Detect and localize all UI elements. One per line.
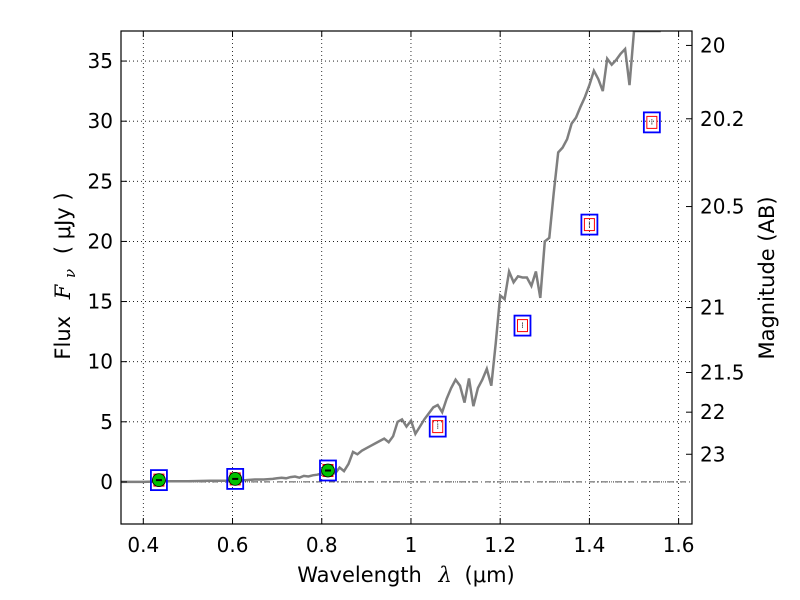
x-tick-label: 1 <box>405 533 418 557</box>
y2-tick-label: 22 <box>700 400 725 424</box>
x-axis-title-text: Wavelength <box>297 563 422 587</box>
y2-tick-label: 21 <box>700 296 725 320</box>
y-tick-label: 30 <box>88 109 113 133</box>
y2-tick-label: 21.5 <box>700 360 745 384</box>
x-tick-label: 1.6 <box>663 533 695 557</box>
model-photometry-inner <box>646 115 658 129</box>
y-tick-label: 15 <box>88 290 113 314</box>
model-photometry-inner <box>432 420 444 434</box>
model-photometry-outer <box>580 213 599 236</box>
y2-tick-label: 20 <box>700 33 725 57</box>
model-photometry-inner <box>583 218 595 232</box>
y-tick-label: 0 <box>100 470 113 494</box>
x-tick-label: 0.4 <box>127 533 159 557</box>
y-axis-subscript: ν <box>61 269 79 278</box>
model-photometry-outer <box>150 469 168 492</box>
y-tick-label: 35 <box>88 49 113 73</box>
y2-tick-label: 20.5 <box>700 195 745 219</box>
model-photometry-outer <box>642 111 661 134</box>
x-tick-label: 0.8 <box>306 533 338 557</box>
x-tick-label: 1.4 <box>573 533 605 557</box>
y2-tick-label: 23 <box>700 442 725 466</box>
y-tick-label: 25 <box>88 169 113 193</box>
y-axis-title: Flux F ν ( μJy ) <box>51 192 80 359</box>
y-axis-title-text: Flux <box>51 316 75 360</box>
model-photometry-outer <box>319 459 337 482</box>
tick-labels-layer: 0.4 0.6 0.8 1 1.2 1.4 1.6 0 5 10 15 20 25 30 35 20 20.2 2… <box>88 33 745 557</box>
model-photometry-outer <box>513 314 532 337</box>
y2-axis-title: Magnitude (AB) <box>755 196 779 359</box>
x-axis-title: Wavelength λ (μm) <box>297 563 514 587</box>
y-tick-label: 5 <box>100 410 113 434</box>
y-axis-unit: ( μJy ) <box>51 192 75 254</box>
x-tick-label: 0.6 <box>217 533 249 557</box>
x-tick-label: 1.2 <box>484 533 516 557</box>
spectrum-line <box>121 31 661 484</box>
x-axis-unit: (μm) <box>465 563 515 587</box>
y-tick-label: 20 <box>88 229 113 253</box>
y2-tick-label: 20.2 <box>700 107 745 131</box>
plot-layer <box>121 31 661 492</box>
ticks-layer <box>121 31 692 524</box>
model-photometry-outer <box>226 468 245 490</box>
model-photometry-inner <box>516 319 528 333</box>
y-tick-label: 10 <box>88 350 113 374</box>
y-axis-symbol: F <box>51 283 75 300</box>
grid-layer <box>121 31 692 524</box>
x-axis-symbol: λ <box>438 563 452 587</box>
model-photometry-outer <box>428 415 447 438</box>
plot-frame <box>120 30 693 525</box>
